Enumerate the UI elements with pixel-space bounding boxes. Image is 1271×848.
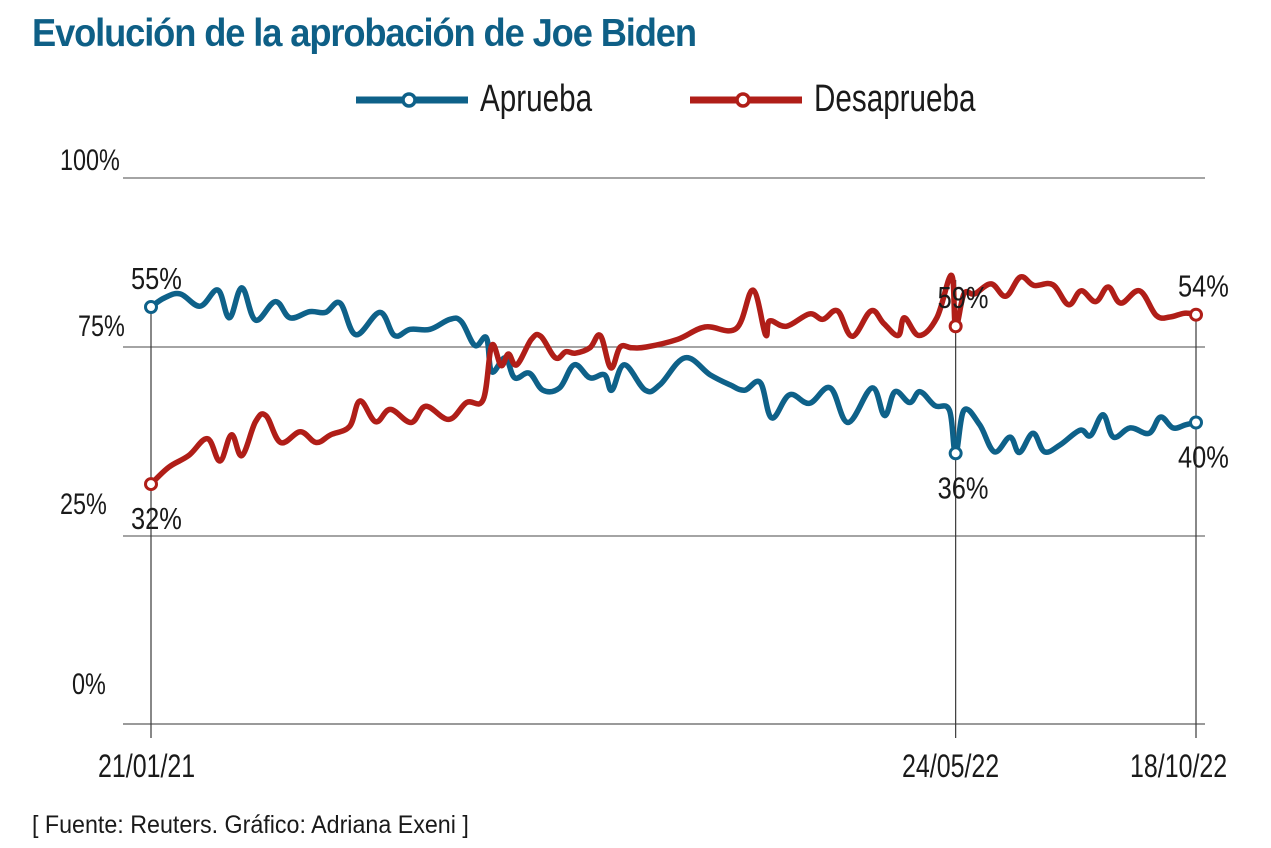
x-tick-label: 18/10/22 [1130,748,1228,784]
data-point-marker [1189,307,1203,322]
legend-item-desaprueba: Desaprueba [690,78,1021,121]
x-tick-label: 24/05/22 [902,748,1000,784]
data-label: 32% [131,502,182,537]
data-point-marker [948,319,963,334]
chart-title: Evolución de la aprobación de Joe Biden [32,12,697,55]
legend-label-desaprueba: Desaprueba [814,78,976,120]
source-credit: [ Fuente: Reuters. Gráfico: Adriana Exen… [32,811,469,839]
data-label: 36% [938,471,989,506]
data-point-marker [1189,415,1203,430]
data-point-marker [144,477,158,492]
legend-item-aprueba: Aprueba [356,78,624,121]
y-tick-label: 0% [72,668,106,701]
legend-label-aprueba: Aprueba [480,78,593,120]
legend-swatch-desaprueba [690,91,802,108]
series-line-aprueba [148,285,1199,457]
y-tick-label: 100% [60,144,120,177]
data-point-marker [948,446,963,461]
data-label: 40% [1178,440,1229,475]
data-point-marker [144,300,158,314]
data-label: 54% [1178,269,1229,304]
x-tick-label: 21/01/21 [98,748,196,784]
legend-swatch-aprueba [356,91,468,108]
y-tick-label: 75% [78,310,125,343]
y-tick-label: 25% [60,488,107,521]
data-label: 59% [938,281,989,316]
series-line-desaprueba [148,272,1199,487]
data-label: 55% [131,262,182,297]
